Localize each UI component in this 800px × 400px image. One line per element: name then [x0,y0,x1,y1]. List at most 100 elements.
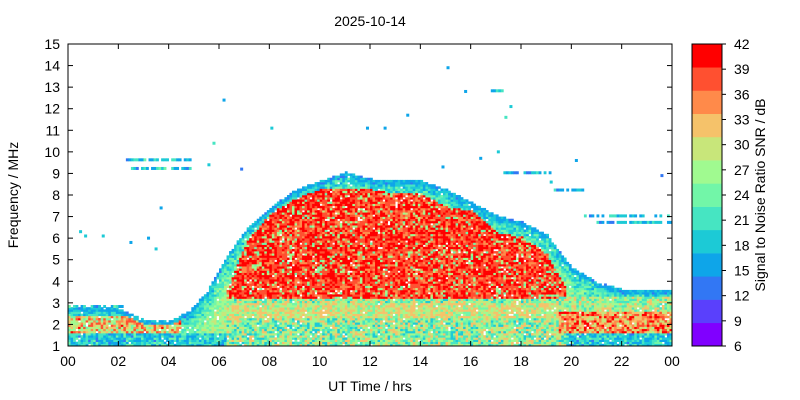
heat-cell [357,292,361,295]
heat-cell [317,313,320,317]
heat-cell [135,337,139,340]
heat-cell [317,242,320,245]
heat-cell [276,335,280,338]
heat-cell [314,274,318,278]
heat-cell [98,309,102,312]
heat-cell [314,337,318,340]
heat-cell [198,311,202,314]
heat-cell [349,285,353,289]
heat-cell [266,326,270,330]
heat-cell [118,335,122,338]
heat-cell [291,216,295,220]
heat-cell [332,294,336,297]
heat-cell [254,296,258,299]
heat-cell [206,335,210,338]
heat-cell [118,311,122,314]
heat-cell [370,337,373,340]
heat-cell [156,330,159,334]
heat-cell [294,220,298,224]
heat-cell [276,333,280,336]
heat-cell [352,298,356,301]
heat-cell [196,320,200,323]
heat-cell [88,326,91,330]
heat-cell [329,311,333,314]
heat-cell [339,328,343,332]
heat-cell [193,311,197,314]
heat-cell [370,216,373,220]
heat-cell [357,227,361,230]
heat-cell [291,343,295,346]
heat-cell [339,205,343,209]
heat-cell [244,266,247,269]
heat-cell [173,335,177,338]
heat-cell [83,330,86,334]
heat-cell [279,279,283,282]
heat-cell [128,328,132,332]
heat-cell [304,242,308,245]
heat-cell [239,244,242,248]
heat-cell [312,320,315,323]
heat-cell [211,330,215,334]
heat-cell [83,315,86,319]
heat-cell [364,309,368,312]
heat-cell [334,294,338,297]
heat-cell [244,242,247,245]
heat-cell [261,270,265,273]
heat-cell [239,294,242,297]
heat-cell [241,302,245,306]
heat-cell [299,203,303,207]
heat-cell [146,326,149,330]
heat-cell [274,264,278,267]
heat-cell [334,279,338,282]
heat-cell [342,214,346,217]
heat-cell [271,266,275,269]
heat-cell [73,328,76,332]
heat-cell [312,210,315,213]
heat-cell [276,244,280,248]
heat-cell [193,341,197,345]
heat-cell [224,274,227,278]
heat-cell [264,220,268,224]
heat-cell [171,337,174,340]
heat-cell [251,335,255,338]
heat-cell [357,223,361,226]
heat-cell [347,298,351,301]
heat-cell [234,309,237,312]
heat-cell [279,246,283,250]
heat-cell [362,266,366,269]
heat-cell [266,328,270,332]
heat-cell [332,328,336,332]
heat-cell [370,218,373,222]
heat-cell [299,337,303,340]
heat-cell [138,339,142,342]
heat-cell [299,192,303,196]
heat-cell [271,315,275,319]
heat-cell [314,238,318,241]
heat-cell [279,220,283,224]
heat-cell [324,309,328,312]
heat-cell [309,246,313,250]
heat-cell [319,341,323,345]
heat-cell [183,333,187,336]
heat-cell [352,302,356,306]
heat-cell [294,311,298,314]
heat-cell [364,337,368,340]
heat-cell [274,343,278,346]
heat-cell [319,248,323,252]
heat-cell [364,294,368,297]
heat-cell [259,285,263,289]
heat-cell [276,235,280,239]
heat-cell [78,341,81,345]
heat-cell [246,328,250,332]
heat-cell [166,322,169,325]
heat-cell [357,197,361,200]
heat-cell [224,276,227,280]
heat-cell [332,270,336,273]
heat-cell [370,279,373,282]
heat-cell [367,195,371,198]
heat-cell [254,311,258,314]
heat-cell [342,322,346,325]
heat-cell [244,268,247,271]
heat-cell [304,283,308,286]
heat-cell [221,287,225,291]
